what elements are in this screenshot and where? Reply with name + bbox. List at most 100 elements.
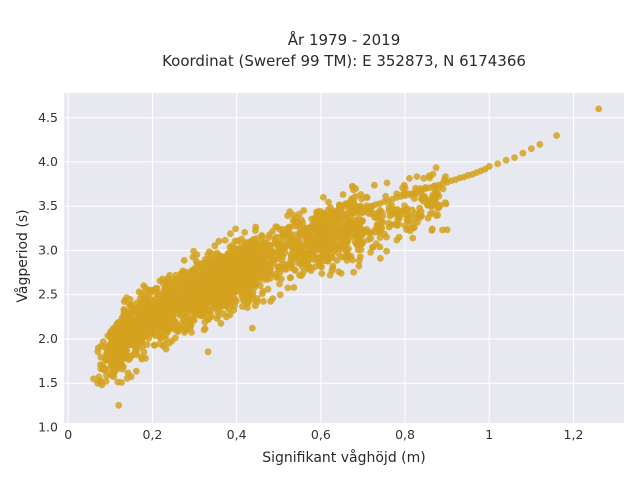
data-point	[123, 331, 131, 338]
data-point	[205, 278, 212, 286]
data-point	[302, 242, 310, 250]
data-point	[424, 201, 432, 209]
data-point	[134, 345, 142, 352]
y-tick-label: 1.5	[38, 375, 58, 390]
data-point	[350, 268, 358, 276]
data-point	[142, 354, 149, 362]
data-point	[186, 299, 194, 307]
x-tick-label: 0,6	[311, 427, 331, 442]
x-tick-label: 0,2	[142, 427, 162, 442]
data-point	[303, 264, 311, 271]
data-point	[319, 229, 327, 237]
data-point	[240, 297, 248, 305]
data-point	[119, 340, 127, 347]
data-point	[128, 352, 136, 360]
data-point	[284, 284, 292, 292]
data-point	[201, 258, 209, 266]
data-point	[246, 270, 253, 278]
data-point	[333, 256, 341, 264]
data-point	[432, 164, 440, 172]
data-point	[152, 285, 160, 292]
data-point	[260, 297, 267, 305]
data-point	[242, 282, 250, 289]
data-point	[231, 295, 239, 303]
data-point	[171, 318, 179, 325]
data-point	[245, 288, 253, 295]
data-point	[240, 262, 248, 270]
data-point	[365, 229, 372, 237]
data-point	[393, 236, 401, 244]
data-point	[398, 211, 405, 218]
data-point	[172, 334, 179, 342]
data-point	[220, 299, 228, 306]
data-point	[413, 173, 421, 181]
data-point	[428, 225, 436, 233]
data-point	[180, 257, 188, 264]
data-point	[132, 332, 140, 340]
data-point	[335, 225, 342, 233]
data-point	[164, 275, 172, 282]
data-point	[371, 228, 379, 236]
data-point	[125, 301, 133, 309]
data-point	[412, 210, 420, 217]
data-point	[374, 210, 382, 218]
data-point	[157, 334, 165, 342]
data-point	[439, 226, 446, 234]
data-point	[511, 154, 518, 162]
data-point	[106, 370, 114, 378]
data-point	[410, 224, 418, 231]
data-point	[320, 194, 327, 201]
data-point	[376, 255, 384, 262]
data-point	[329, 264, 337, 272]
data-point	[156, 290, 163, 297]
data-point	[331, 246, 339, 253]
data-point	[173, 325, 181, 333]
data-point	[140, 348, 148, 356]
data-point	[536, 140, 544, 148]
data-point	[317, 210, 325, 218]
data-point	[385, 219, 393, 227]
data-point	[237, 279, 245, 287]
data-point	[363, 194, 371, 202]
data-point	[311, 214, 319, 222]
data-point	[133, 299, 141, 307]
data-point	[494, 160, 502, 168]
data-point	[201, 325, 209, 332]
data-point	[343, 248, 350, 256]
data-point	[101, 355, 109, 363]
data-point	[393, 222, 401, 230]
data-point	[442, 200, 450, 208]
data-point	[259, 271, 267, 279]
y-tick-label: 1.0	[38, 419, 58, 434]
data-point	[257, 252, 265, 260]
data-point	[115, 401, 123, 409]
data-point	[595, 105, 603, 113]
data-point	[263, 251, 271, 258]
data-point	[383, 247, 390, 255]
data-point	[295, 210, 303, 218]
data-point	[409, 234, 417, 242]
data-point	[127, 324, 135, 332]
data-point	[299, 249, 307, 257]
data-point	[417, 195, 425, 203]
data-point	[97, 365, 105, 373]
data-point	[433, 212, 440, 220]
data-point	[404, 217, 412, 224]
data-point	[137, 321, 145, 328]
data-point	[158, 321, 165, 329]
data-point	[227, 264, 235, 272]
data-point	[132, 317, 140, 325]
data-point	[140, 298, 148, 306]
data-point	[296, 271, 303, 279]
data-point	[146, 290, 154, 297]
y-tick-label: 2.0	[38, 331, 58, 346]
data-point	[113, 365, 121, 373]
data-point	[195, 311, 202, 319]
data-point	[351, 201, 358, 209]
data-point	[347, 217, 354, 225]
data-point	[276, 291, 284, 299]
data-point	[519, 149, 527, 157]
data-point	[211, 304, 219, 312]
